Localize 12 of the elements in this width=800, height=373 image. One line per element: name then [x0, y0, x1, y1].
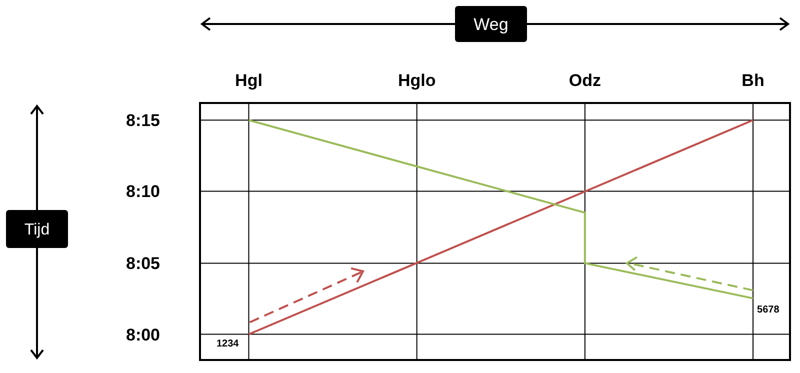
x-axis-title: Weg: [474, 14, 508, 34]
y-tick-label: 8:00: [126, 325, 160, 344]
x-tick-label: Hgl: [235, 71, 262, 90]
x-tick-label: Bh: [742, 71, 764, 90]
y-tick-label: 8:15: [126, 111, 160, 130]
y-tick-label: 8:10: [126, 182, 160, 202]
x-tick-label: Hglo: [398, 71, 436, 90]
y-tick-label: 8:05: [126, 254, 160, 274]
annotation: 1234: [216, 338, 240, 350]
annotation: 5678: [757, 304, 780, 316]
x-tick-label: Odz: [568, 71, 601, 90]
y-axis-title: Tijd: [24, 222, 50, 239]
